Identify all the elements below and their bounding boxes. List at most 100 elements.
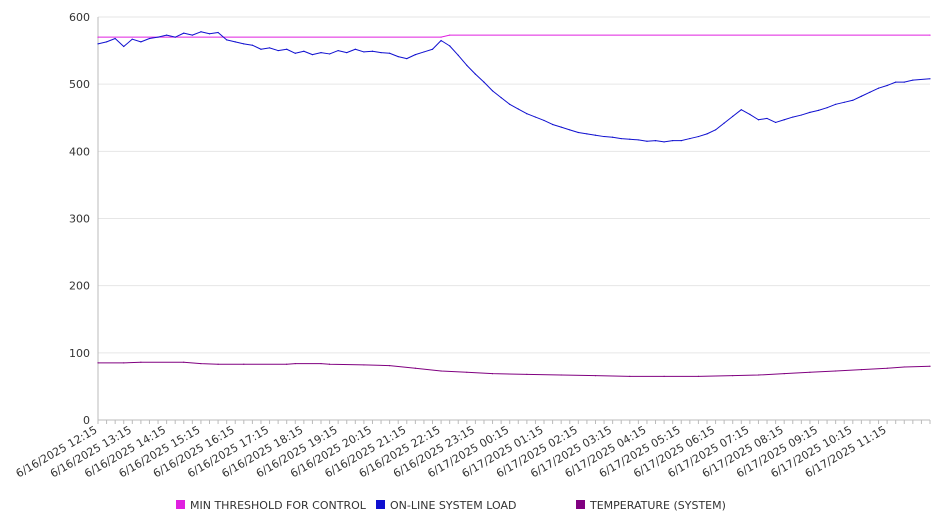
series-1-point bbox=[105, 41, 108, 43]
series-1-point bbox=[526, 113, 528, 115]
series-1-point bbox=[586, 133, 588, 135]
y-tick-label: 600 bbox=[69, 11, 90, 24]
series-1-point bbox=[363, 51, 365, 53]
series-1-point bbox=[766, 117, 768, 120]
series-line-0 bbox=[98, 34, 930, 38]
series-1-point bbox=[483, 81, 485, 83]
series-1-point bbox=[320, 52, 322, 54]
series-1-point bbox=[749, 113, 751, 115]
series-1-point bbox=[835, 103, 837, 105]
series-1-point bbox=[689, 137, 691, 140]
series-1-point bbox=[397, 56, 399, 58]
series-1-point bbox=[371, 50, 374, 52]
series-1-point bbox=[929, 78, 931, 80]
series-1-point bbox=[148, 37, 151, 40]
series-1-point bbox=[757, 119, 760, 121]
y-tick-label: 500 bbox=[69, 78, 90, 91]
series-1-point bbox=[817, 109, 820, 111]
series-1-point bbox=[380, 52, 382, 54]
series-1-point bbox=[792, 116, 794, 118]
series-1-point bbox=[466, 64, 468, 66]
series-1-point bbox=[474, 73, 476, 75]
series-1-point bbox=[251, 44, 253, 46]
series-1-point bbox=[895, 81, 897, 83]
series-1-point bbox=[449, 45, 451, 47]
series-1-point bbox=[775, 121, 777, 124]
series-line-2 bbox=[98, 361, 931, 377]
series-0-point bbox=[929, 34, 931, 36]
series-2-point bbox=[697, 375, 700, 377]
series-1-point bbox=[166, 34, 168, 36]
series-1-point bbox=[783, 119, 785, 121]
series-1-point bbox=[208, 33, 211, 35]
series-1-point bbox=[191, 34, 193, 36]
series-1-point bbox=[217, 31, 219, 34]
series-1-point bbox=[174, 36, 176, 38]
series-1-point bbox=[294, 52, 296, 54]
series-2-point bbox=[526, 373, 528, 375]
series-1-point bbox=[303, 50, 305, 52]
series-1-point bbox=[491, 90, 494, 92]
series-1-point bbox=[800, 114, 802, 116]
series-0-point bbox=[97, 36, 99, 38]
series-1-point bbox=[268, 47, 271, 49]
series-1-point bbox=[277, 49, 279, 52]
series-1-point bbox=[732, 115, 734, 118]
y-tick-label: 200 bbox=[69, 280, 90, 293]
series-1-point bbox=[517, 108, 519, 110]
series-1-point bbox=[603, 135, 605, 138]
series-2-point bbox=[466, 371, 468, 373]
series-2-point bbox=[414, 367, 416, 369]
series-1-point bbox=[226, 39, 228, 41]
series-1-point bbox=[826, 107, 828, 109]
legend-swatch bbox=[576, 500, 585, 509]
series-1-point bbox=[594, 134, 597, 136]
series-1-point bbox=[131, 38, 133, 40]
series-1-point bbox=[140, 41, 142, 43]
series-1-point bbox=[260, 48, 262, 50]
series-2-point bbox=[903, 366, 905, 368]
series-0-point bbox=[449, 34, 451, 36]
series-1-point bbox=[183, 32, 185, 34]
series-1-point bbox=[328, 53, 331, 55]
series-1-point bbox=[114, 37, 116, 40]
y-tick-label: 300 bbox=[69, 213, 90, 226]
series-1-point bbox=[440, 39, 442, 42]
series-2-point bbox=[629, 375, 631, 377]
series-2-point bbox=[320, 362, 322, 365]
series-2-point bbox=[294, 362, 296, 365]
legend-label: TEMPERATURE (SYSTEM) bbox=[589, 499, 726, 512]
series-0-point bbox=[440, 36, 442, 38]
y-tick-label: 100 bbox=[69, 347, 90, 360]
series-2-point bbox=[140, 361, 142, 363]
series-1-point bbox=[740, 109, 742, 111]
series-1-point bbox=[577, 131, 579, 134]
series-2-point bbox=[809, 371, 811, 373]
series-1-point bbox=[346, 52, 348, 54]
series-2-point bbox=[783, 373, 785, 375]
axes bbox=[97, 17, 931, 424]
series-2-point bbox=[860, 369, 862, 371]
series-1-point bbox=[706, 133, 708, 135]
series-1-point bbox=[886, 84, 888, 87]
y-tick-label: 0 bbox=[83, 414, 90, 427]
series-1-point bbox=[877, 87, 880, 89]
series-2-point bbox=[491, 373, 494, 375]
series-2-point bbox=[97, 362, 99, 364]
series-1-point bbox=[672, 139, 674, 142]
legend-swatch bbox=[376, 500, 385, 509]
series-1-point bbox=[612, 136, 614, 138]
legend-label: MIN THRESHOLD FOR CONTROL bbox=[190, 499, 367, 512]
series-lines bbox=[97, 31, 931, 377]
series-1-point bbox=[234, 41, 236, 43]
legend-swatch bbox=[176, 500, 185, 509]
legend-label: ON-LINE SYSTEM LOAD bbox=[390, 499, 516, 512]
series-1-point bbox=[243, 43, 245, 45]
series-1-point bbox=[663, 141, 665, 143]
y-tick-label: 400 bbox=[69, 145, 90, 158]
series-1-point bbox=[680, 139, 682, 142]
series-1-point bbox=[431, 48, 434, 50]
